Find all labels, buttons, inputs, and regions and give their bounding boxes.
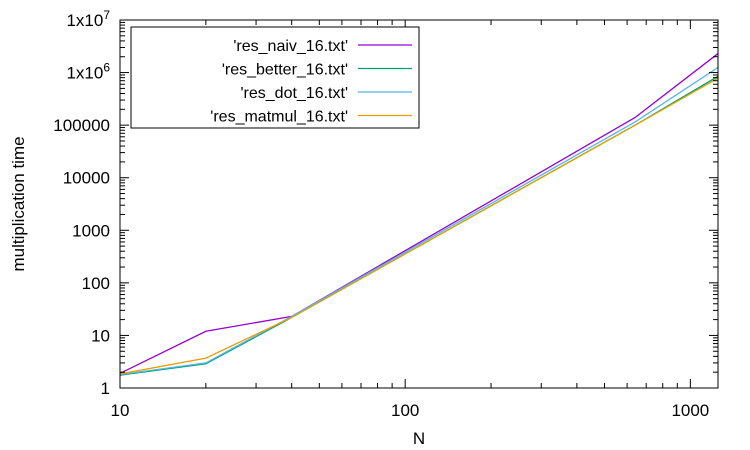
legend-label-1: 'res_better_16.txt' <box>222 62 348 79</box>
series-line-3 <box>119 77 719 375</box>
plot-frame <box>119 19 719 389</box>
y-tick-label: 100000 <box>53 116 110 135</box>
x-axis-label: N <box>413 429 425 448</box>
series-line-2 <box>119 66 719 376</box>
legend-label-3: 'res_matmul_16.txt' <box>210 109 348 126</box>
y-tick-label: 1000 <box>72 221 110 240</box>
legend: 'res_naiv_16.txt' 'res_better_16.txt' 'res… <box>130 26 420 129</box>
legend-label-2: 'res_dot_16.txt' <box>240 85 348 102</box>
y-tick-label: 10000 <box>63 169 110 188</box>
y-tick-label: 1 <box>101 379 110 398</box>
series-layer <box>119 53 719 376</box>
y-axis-label: multiplication time <box>9 136 28 271</box>
legend-label-0: 'res_naiv_16.txt' <box>233 38 348 55</box>
y-tick-label: 100 <box>82 274 110 293</box>
y-tick-exponent: 7 <box>103 8 110 22</box>
x-tick-label: 10 <box>111 401 130 420</box>
y-tick-label: 10 <box>91 326 110 345</box>
y-tick-label: 1x106 <box>66 61 110 83</box>
y-tick-label: 1x107 <box>66 8 110 30</box>
x-tick-label: 100 <box>391 401 419 420</box>
x-tick-label: 1000 <box>671 401 709 420</box>
y-tick-exponent: 6 <box>103 61 110 75</box>
legend-box <box>130 26 420 129</box>
